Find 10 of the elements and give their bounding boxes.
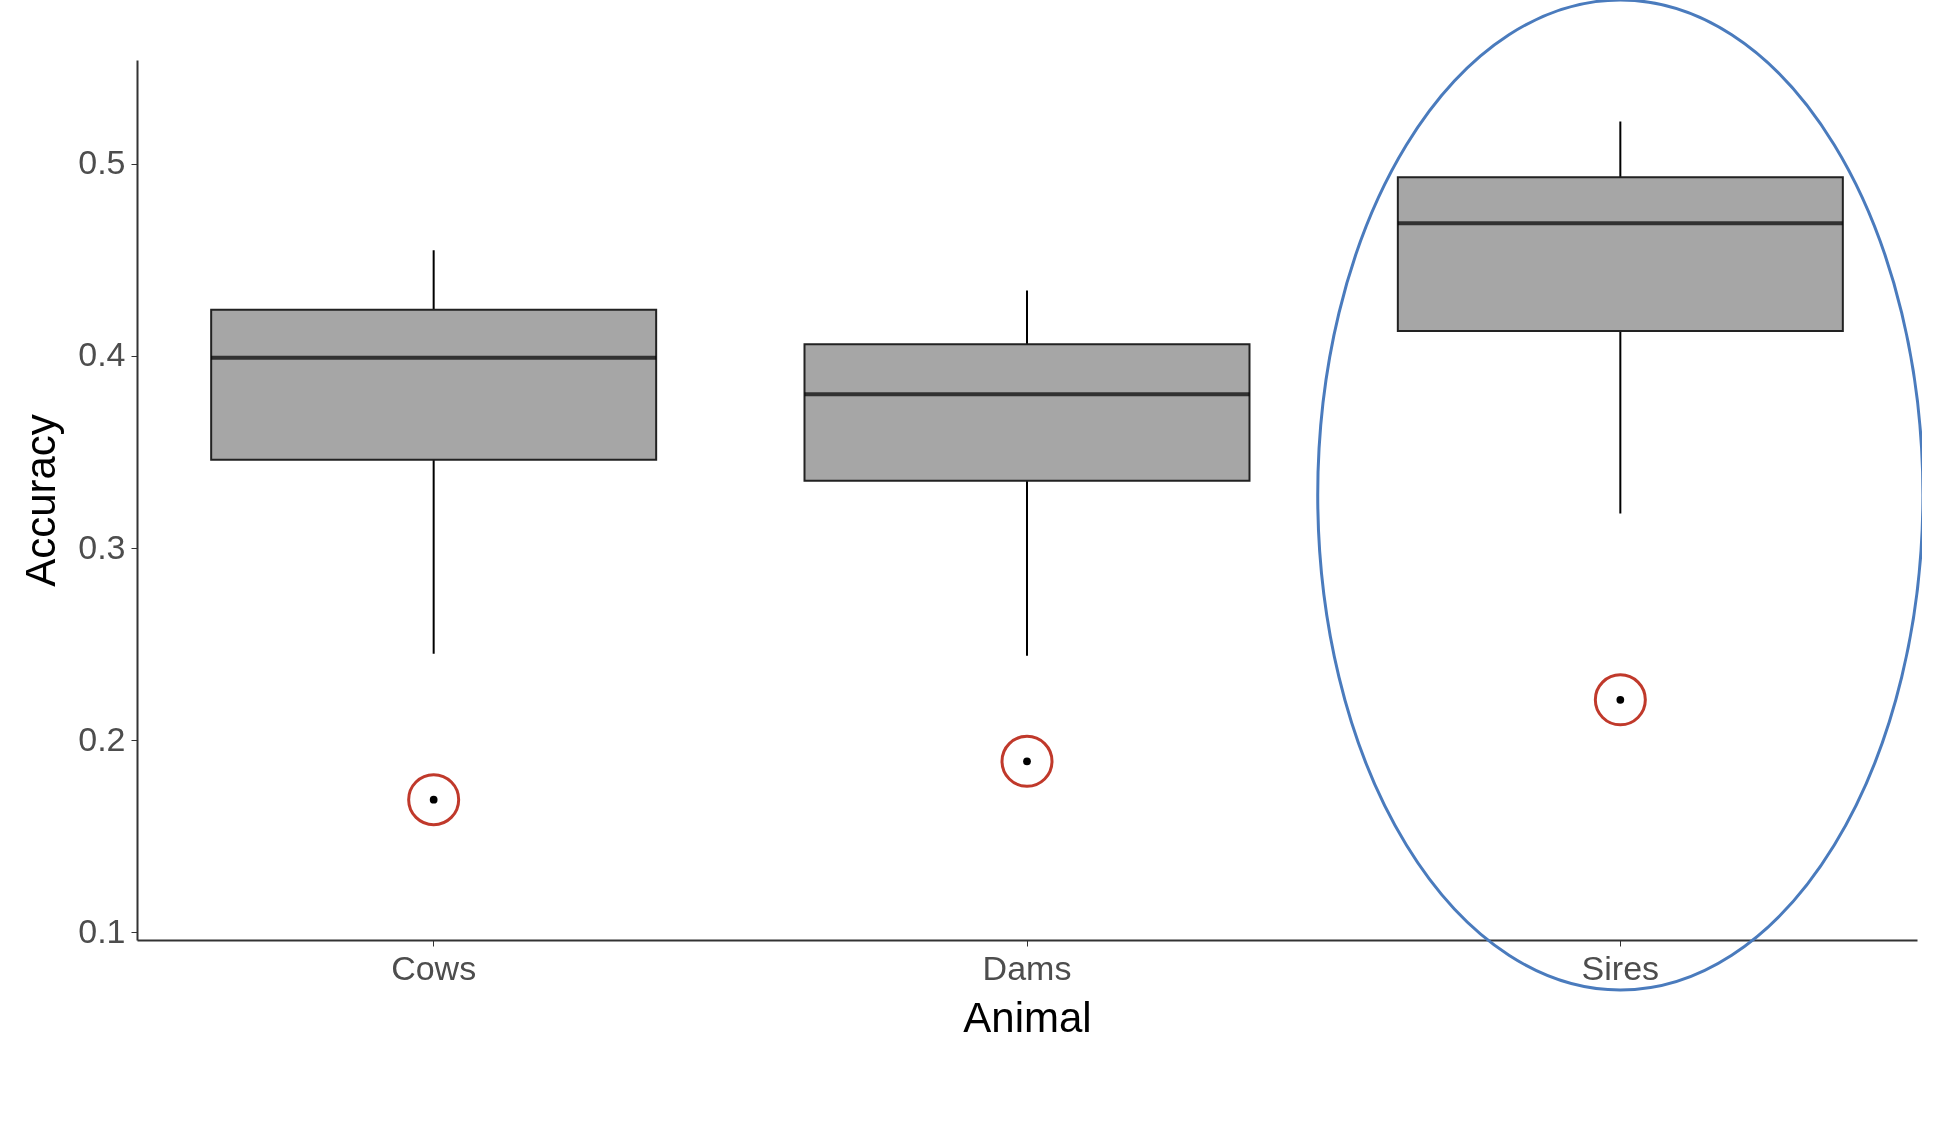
- x-axis-title: Animal: [963, 993, 1092, 1041]
- y-tick-label: 0.5: [78, 143, 126, 182]
- y-tick-label: 0.2: [78, 719, 126, 758]
- x-tick-label: Sires: [1581, 948, 1660, 987]
- y-axis-title: Accuracy: [17, 414, 65, 587]
- y-tick-label: 0.4: [78, 335, 126, 374]
- y-tick-label: 0.3: [78, 527, 126, 566]
- x-tick-label: Cows: [391, 948, 477, 987]
- y-tick-label: 0.1: [78, 911, 126, 950]
- x-tick-label: Dams: [982, 948, 1072, 987]
